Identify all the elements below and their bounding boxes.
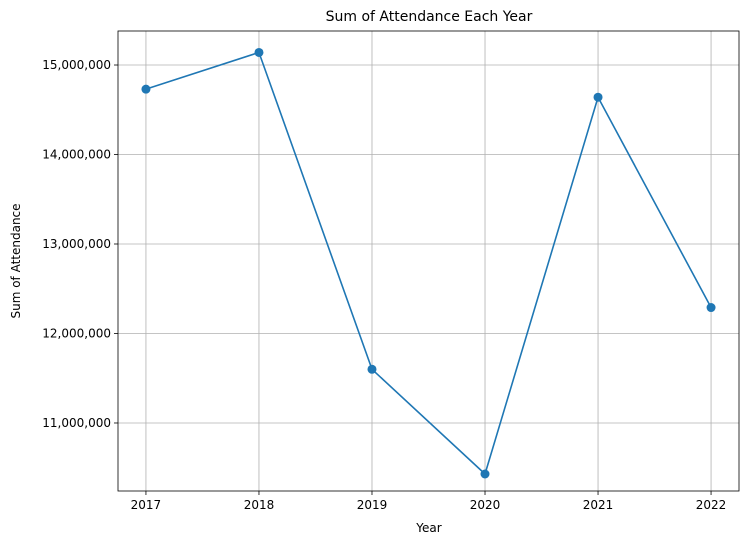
y-tick-label: 14,000,000 (42, 148, 111, 162)
plot-area (117, 30, 740, 492)
x-tick-label: 2022 (696, 498, 727, 512)
data-point-2019 (367, 364, 377, 374)
x-axis-label: Year (415, 521, 441, 535)
x-axis: 2017 2018 2019 2020 2021 2022 (131, 491, 727, 512)
y-axis-label: Sum of Attendance (9, 203, 23, 318)
y-tick-label: 12,000,000 (42, 326, 111, 340)
y-tick-label: 13,000,000 (42, 237, 111, 251)
x-tick-label: 2017 (131, 498, 162, 512)
y-tick-label: 15,000,000 (42, 58, 111, 72)
series-line (145, 51, 712, 475)
data-point-2021 (593, 92, 603, 102)
data-point-2022 (706, 303, 716, 313)
chart-title: Sum of Attendance Each Year (326, 9, 533, 25)
data-point-2020 (480, 469, 490, 479)
x-tick-label: 2019 (357, 498, 388, 512)
plot-frame (117, 30, 740, 492)
data-point-2018 (254, 47, 264, 57)
y-axis: 11,000,000 12,000,000 13,000,000 14,000,000… (42, 58, 118, 430)
x-tick-label: 2020 (470, 498, 501, 512)
x-tick-label: 2018 (244, 498, 275, 512)
x-tick-label: 2021 (583, 498, 614, 512)
series-group (141, 47, 716, 479)
data-point-2017 (141, 84, 151, 94)
y-tick-label: 11,000,000 (42, 416, 111, 430)
